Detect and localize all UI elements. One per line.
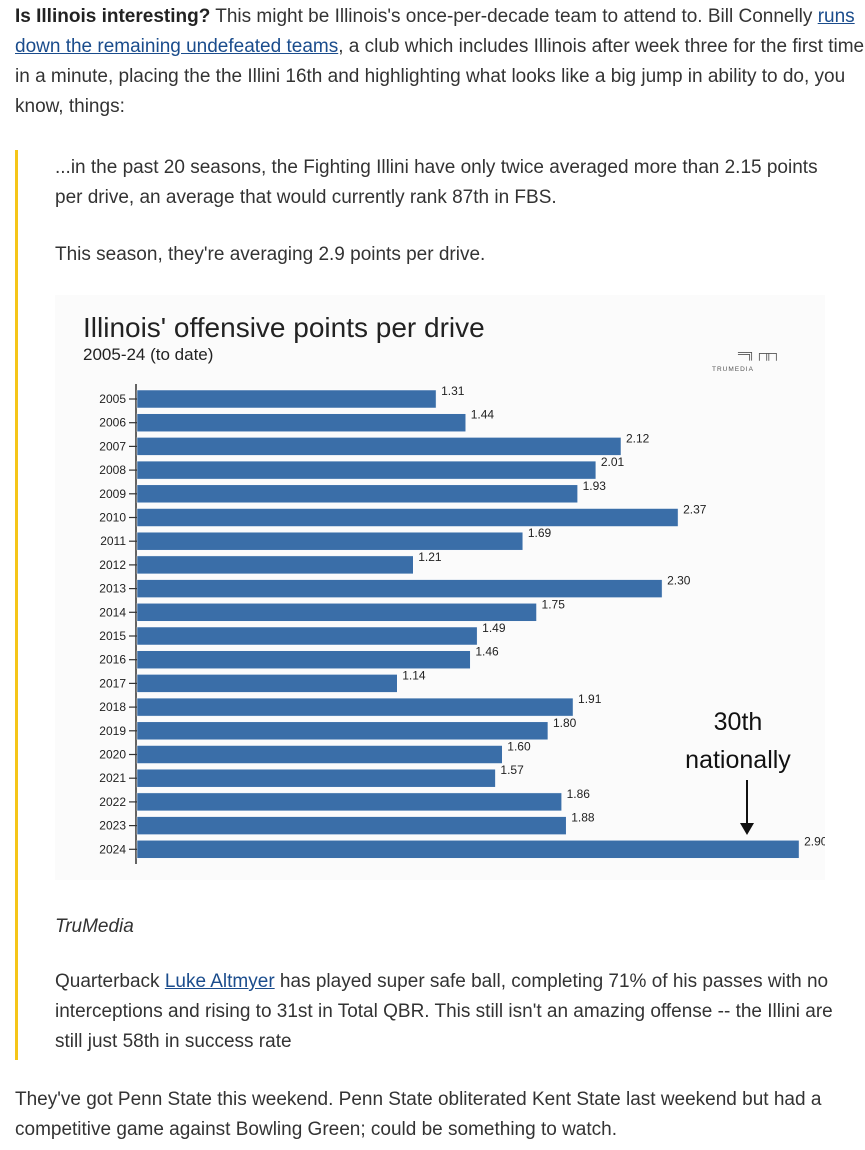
chart-image: Illinois' offensive points per drive 200…	[55, 295, 828, 880]
bar-2014	[136, 603, 537, 622]
data-label: 1.86	[567, 787, 591, 801]
data-label: 1.31	[441, 384, 465, 398]
tick-label: 2017	[99, 676, 126, 690]
bar-2015	[136, 626, 478, 646]
data-label: 1.93	[583, 479, 607, 493]
image-credit: TruMedia	[55, 916, 134, 937]
outro-paragraph: They've got Penn State this weekend. Pen…	[15, 1089, 822, 1140]
tick-label: 2015	[99, 629, 126, 643]
data-label: 2.01	[601, 455, 625, 469]
tick-label: 2019	[99, 724, 126, 738]
data-label: 2.90	[804, 834, 825, 848]
tick-label: 2023	[99, 819, 126, 833]
data-label: 1.75	[542, 597, 566, 611]
data-label: 1.88	[571, 811, 595, 825]
bar-2017	[136, 674, 398, 693]
tick-label: 2008	[99, 463, 126, 477]
data-label: 1.91	[578, 692, 602, 706]
bar-2019	[136, 721, 549, 741]
bar-2007	[136, 437, 622, 456]
intro-paragraph: Is Illinois interesting? This might be I…	[15, 2, 865, 122]
blockquote: ...in the past 20 seasons, the Fighting …	[15, 150, 863, 1060]
data-label: 1.46	[475, 645, 499, 659]
intro-text: , a club which includes Illinois after w…	[15, 36, 865, 117]
tick-label: 2020	[99, 748, 126, 762]
tick-label: 2010	[99, 511, 126, 525]
tick-label: 2005	[99, 392, 126, 406]
tick-label: 2012	[99, 558, 126, 572]
undefeated-teams-link[interactable]: runs down the remaining undefeated teams	[15, 6, 855, 57]
bar-2005	[136, 389, 437, 409]
annotation-line2: nationally	[685, 746, 791, 774]
bar-2011	[136, 531, 524, 551]
intro-bold: Is Illinois interesting?	[15, 6, 211, 27]
quote-p3: Quarterback Luke Altmyer has played supe…	[55, 971, 833, 1052]
quote-p2: This season, they're averaging 2.9 point…	[55, 244, 486, 265]
tick-label: 2018	[99, 700, 126, 714]
tick-label: 2009	[99, 487, 126, 501]
bar-chart: Illinois' offensive points per drive 200…	[83, 312, 828, 864]
data-label: 1.14	[402, 668, 426, 682]
data-label: 2.37	[683, 503, 707, 517]
data-label: 1.60	[507, 740, 531, 754]
bar-2012	[136, 555, 414, 575]
data-label: 1.57	[500, 763, 524, 777]
bar-2013	[136, 579, 663, 598]
data-label: 1.80	[553, 716, 577, 730]
data-label: 1.44	[471, 408, 495, 422]
intro-text: This might be Illinois's once-per-decade…	[210, 6, 818, 27]
bar-2016	[136, 650, 471, 669]
bar-2024	[136, 840, 800, 859]
svg-text:TRUMEDIA: TRUMEDIA	[712, 366, 754, 373]
data-label: 2.12	[626, 431, 650, 445]
tick-label: 2013	[99, 582, 126, 596]
annotation-line1: 30th	[714, 708, 763, 736]
bar-2018	[136, 697, 574, 717]
data-label: 2.30	[667, 574, 691, 588]
chart-subtitle: 2005-24 (to date)	[83, 345, 213, 364]
tick-label: 2014	[99, 605, 126, 619]
bar-2010	[136, 508, 679, 527]
tick-label: 2024	[99, 842, 126, 856]
tick-label: 2011	[100, 534, 126, 548]
bar-2009	[136, 484, 578, 504]
trumedia-logo: ═╗┌╥┐ TRUMEDIA	[712, 346, 781, 373]
bar-2006	[136, 413, 467, 432]
bar-2021	[136, 768, 496, 788]
data-label: 1.21	[418, 550, 442, 564]
bar-2023	[136, 816, 567, 835]
svg-text:═╗┌╥┐: ═╗┌╥┐	[737, 346, 781, 361]
tick-label: 2016	[99, 653, 126, 667]
data-label: 1.49	[482, 621, 506, 635]
bar-2022	[136, 792, 562, 812]
tick-label: 2006	[99, 416, 126, 430]
tick-label: 2021	[99, 771, 126, 785]
quote-p1: ...in the past 20 seasons, the Fighting …	[55, 157, 818, 208]
luke-altmyer-link[interactable]: Luke Altmyer	[164, 971, 275, 992]
data-label: 1.69	[528, 526, 552, 540]
bar-2008	[136, 460, 597, 480]
bar-2020	[136, 745, 503, 764]
annotation-arrow	[740, 780, 754, 835]
tick-label: 2022	[99, 795, 126, 809]
tick-label: 2007	[99, 439, 126, 453]
chart-title: Illinois' offensive points per drive	[83, 312, 485, 343]
